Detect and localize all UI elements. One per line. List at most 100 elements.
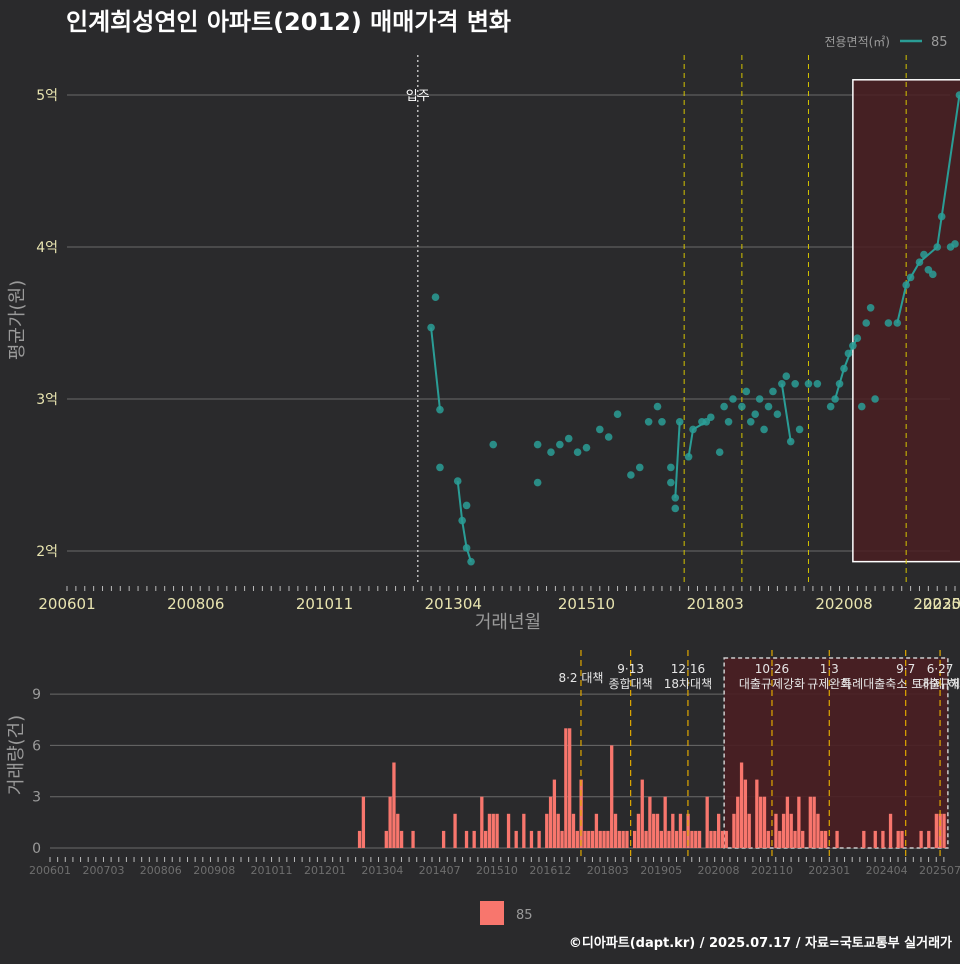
volume-bar (759, 796, 763, 848)
event-label-line: 특례대출축소 토허제 해제 (841, 677, 960, 691)
price-point (920, 250, 928, 259)
volume-bar (644, 830, 648, 848)
price-point (564, 434, 573, 443)
volume-bar (663, 796, 667, 848)
price-point (760, 425, 768, 434)
price-point (840, 364, 848, 373)
price-point (795, 425, 804, 434)
price-point (826, 402, 835, 411)
price-point (533, 440, 542, 449)
volume-bar (575, 830, 579, 848)
legend-top: 전용면적(㎡) 85 (824, 35, 947, 50)
volume-bar (667, 830, 671, 848)
x-tick-label: 200703 (82, 864, 124, 877)
price-point (720, 402, 728, 411)
volume-bar (789, 813, 793, 848)
volume-bar (835, 830, 839, 848)
volume-bar (881, 830, 885, 848)
volume-bar (671, 813, 675, 848)
event-label-line: 6·27 (927, 662, 954, 676)
volume-bar (713, 830, 717, 848)
volume-bar (655, 813, 660, 848)
legend-bar-swatch (480, 901, 504, 925)
volume-bar (652, 813, 656, 848)
volume-bar (720, 830, 725, 848)
volume-bar (590, 830, 595, 848)
x-tick-label: 201201 (304, 864, 346, 877)
price-line (780, 383, 792, 442)
price-point (782, 372, 791, 381)
price-point (667, 478, 675, 487)
price-point (671, 494, 680, 502)
volume-bar (491, 813, 495, 848)
volume-bar (587, 830, 591, 848)
volume-bar (762, 796, 767, 848)
volume-bar (594, 813, 599, 848)
volume-bar (736, 796, 740, 848)
volume-bar (697, 830, 702, 848)
x-tick-label: 201905 (640, 864, 682, 877)
volume-bar (560, 830, 564, 848)
y-tick-label: 5억 (36, 88, 58, 104)
volume-bar (636, 813, 641, 848)
x-tick-label: 201011 (251, 864, 293, 877)
volume-bar (816, 813, 820, 848)
volume-bar (717, 813, 721, 848)
volume-bar (774, 813, 778, 848)
volume-bar (785, 796, 790, 848)
volume-bar (640, 779, 644, 848)
price-point (893, 319, 902, 327)
price-point (791, 380, 799, 388)
price-point (871, 395, 879, 403)
x-tick-label: 200601 (29, 864, 71, 877)
event-label: 8·2 대책 (558, 670, 603, 685)
volume-bar (537, 830, 541, 848)
volume-bar (797, 796, 801, 848)
volume-bar (388, 796, 392, 848)
volume-bar (545, 813, 549, 848)
price-point (857, 402, 866, 411)
price-point (915, 258, 924, 267)
volume-bar (472, 830, 476, 848)
price-point (804, 380, 813, 388)
volume-bar (732, 813, 736, 848)
price-plot: 2억3억4억5억입주×20060120080620101120130420151… (7, 55, 960, 633)
volume-bar (755, 779, 759, 848)
x-tick-label: 201304 (361, 864, 403, 877)
volume-bar (781, 813, 786, 848)
price-point (853, 334, 862, 343)
price-point (675, 418, 684, 426)
volume-bar (690, 830, 694, 848)
price-point (866, 304, 875, 312)
x-tick-label: 201803 (687, 595, 744, 613)
volume-bar (739, 762, 744, 848)
volume-bar (617, 830, 621, 848)
event-label-line: 8·2 대책 (558, 670, 603, 685)
price-point (427, 323, 435, 332)
price-point (715, 448, 724, 457)
price-line (674, 421, 681, 498)
volume-bar (942, 813, 946, 848)
price-point (729, 395, 737, 403)
volume-bar (606, 830, 610, 848)
volume-bar (522, 813, 526, 848)
volume-bar (529, 830, 534, 848)
x-tick-label: 201011 (296, 595, 353, 613)
volume-bar (934, 813, 939, 848)
legend-item-85: 85 (931, 35, 948, 50)
volume-bar (487, 813, 492, 848)
volume-bar (801, 830, 805, 848)
volume-bar (548, 796, 553, 848)
volume-bar (808, 796, 812, 848)
price-line (456, 480, 472, 562)
price-point (902, 281, 910, 289)
price-point (929, 270, 937, 279)
y-tick-label: 2억 (36, 544, 58, 560)
volume-bar (392, 762, 396, 848)
volume-bar (411, 830, 415, 848)
y-tick-label: 3 (32, 790, 41, 806)
